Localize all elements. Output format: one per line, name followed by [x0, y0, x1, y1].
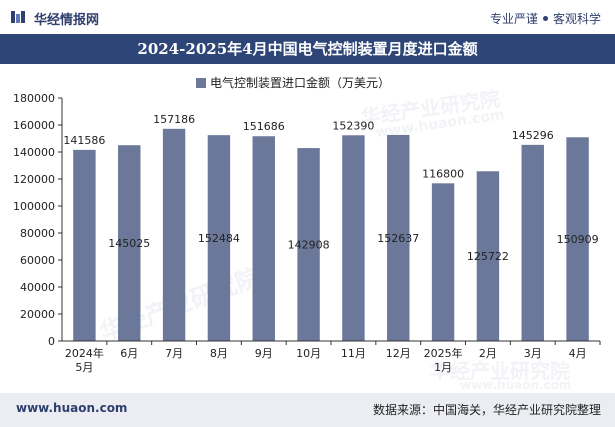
data-label: 145025 — [108, 237, 150, 250]
y-axis: 0 20000 40000 60000 80000 100000 120000 140000 1… — [13, 92, 63, 348]
bar — [342, 135, 365, 341]
bar — [476, 171, 500, 341]
data-label: 157186 — [153, 113, 195, 126]
data-label: 145296 — [512, 129, 554, 142]
bar — [387, 134, 410, 341]
y-tick-label: 140000 — [13, 146, 55, 159]
data-source: 数据来源：中国海关，华经产业研究院整理 — [372, 403, 601, 417]
data-label: 152637 — [377, 232, 419, 245]
x-tick-label: 9月 — [255, 347, 273, 360]
slogan: 专业严谨 客观科学 — [490, 10, 601, 27]
legend-swatch — [196, 78, 206, 88]
y-tick-label: 120000 — [13, 173, 55, 186]
bar — [207, 135, 231, 341]
brand-name: 华经情报网 — [34, 13, 100, 28]
data-label: 141586 — [63, 134, 105, 147]
data-label: 150909 — [557, 233, 599, 246]
y-tick-label: 100000 — [13, 200, 55, 213]
title-bar: 2024-2025年4月中国电气控制装置月度进口金额 — [0, 34, 615, 64]
x-tick-label: 2月 — [479, 347, 497, 360]
data-label: 152484 — [198, 232, 240, 245]
y-tick-label: 60000 — [20, 254, 55, 267]
x-tick-label: 6月 — [120, 347, 138, 360]
data-label: 142908 — [288, 239, 330, 252]
bar — [118, 145, 141, 341]
x-tick-label: 3月 — [524, 347, 542, 360]
x-axis: 2024年 5月 6月 7月 8月 9月 10月 11月 12月 2025年 1月 2月 3月 4月 — [62, 340, 601, 374]
y-tick-label: 80000 — [20, 227, 55, 240]
data-label: 151686 — [243, 120, 285, 133]
slogan-right: 客观科学 — [552, 12, 601, 26]
x-tick-label: 7月 — [165, 347, 183, 360]
x-tick-label: 11月 — [341, 347, 366, 360]
bar — [566, 137, 589, 341]
data-label: 116800 — [422, 167, 464, 180]
bar — [297, 148, 320, 341]
data-label: 152390 — [332, 119, 374, 132]
y-tick-label: 180000 — [13, 92, 55, 105]
y-tick-label: 40000 — [20, 281, 55, 294]
slogan-left: 专业严谨 — [489, 12, 538, 26]
x-tick-label: 12月 — [386, 347, 411, 360]
top-bar: 华经情报网 专业严谨 客观科学 — [0, 0, 615, 34]
separator-dot-icon — [542, 16, 548, 21]
x-tick-label: 4月 — [569, 347, 587, 360]
chart-title: 2024-2025年4月中国电气控制装置月度进口金额 — [137, 40, 478, 58]
footer-website: www.huaon.com — [16, 401, 128, 415]
y-tick-label: 20000 — [20, 308, 55, 321]
legend-label: 电气控制装置进口金额（万美元） — [210, 75, 390, 90]
logo-icon — [11, 11, 25, 23]
x-tick-label: 2025年 1月 — [424, 346, 463, 374]
bars: 141586 145025 157186 152484 151686 142908 1523… — [63, 113, 599, 341]
chart-legend: 电气控制装置进口金额（万美元） — [196, 75, 390, 90]
bar — [431, 183, 455, 341]
footer: www.huaon.com 数据来源：中国海关，华经产业研究院整理 — [0, 393, 615, 427]
bar-chart: 电气控制装置进口金额（万美元） 0 20000 40000 60000 80000 100… — [13, 75, 601, 374]
bar — [73, 149, 96, 341]
x-tick-label: 10月 — [296, 347, 321, 360]
bar — [162, 128, 186, 341]
x-tick-label: 8月 — [210, 347, 228, 360]
y-tick-label: 160000 — [13, 119, 55, 132]
y-tick-label: 0 — [48, 335, 55, 348]
bar — [521, 144, 544, 341]
bar — [252, 136, 275, 341]
x-tick-label: 2024年 5月 — [65, 346, 104, 374]
data-label: 125722 — [467, 250, 509, 263]
